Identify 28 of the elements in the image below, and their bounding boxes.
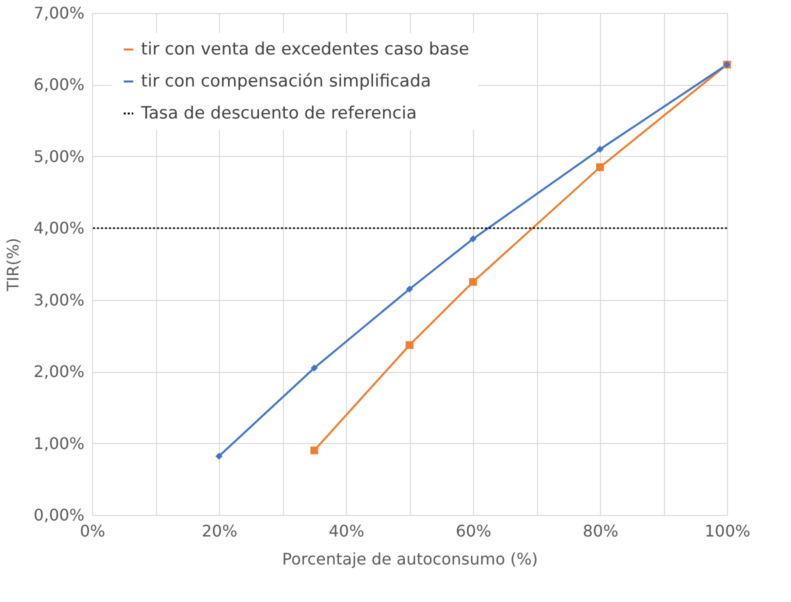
point	[469, 278, 477, 286]
y-axis-title: TIR(%)	[4, 238, 23, 292]
legend-label: tir con compensación simplificada	[141, 72, 432, 92]
legend-label: Tasa de descuento de referencia	[140, 104, 417, 124]
x-tick-label: 40%	[328, 522, 364, 540]
point	[406, 341, 414, 349]
y-tick-label: 0,00%	[34, 506, 84, 524]
point	[215, 452, 223, 460]
y-tick-label: 2,00%	[34, 362, 84, 382]
x-tick-label: 100%	[704, 522, 750, 540]
y-tick-label: 1,00%	[34, 434, 84, 453]
x-tick-label: 0%	[80, 522, 106, 540]
y-tick-label: 3,00%	[34, 290, 84, 310]
legend-label: tir con venta de excedentes caso base	[141, 40, 470, 60]
y-tick-label: 4,00%	[34, 218, 84, 238]
point	[310, 446, 318, 454]
x-axis-title: Porcentaje de autoconsumo (%)	[282, 550, 538, 568]
y-tick-label: 7,00%	[34, 4, 84, 22]
x-tick-label: 60%	[456, 522, 492, 540]
point	[406, 286, 414, 293]
point	[596, 146, 604, 153]
point	[310, 364, 318, 372]
point	[596, 163, 604, 172]
y-tick-label: 6,00%	[34, 75, 84, 94]
x-tick-label: 20%	[202, 522, 238, 540]
y-tick-label: 5,00%	[34, 146, 84, 166]
x-tick-label: 80%	[582, 522, 618, 540]
point	[469, 235, 477, 242]
